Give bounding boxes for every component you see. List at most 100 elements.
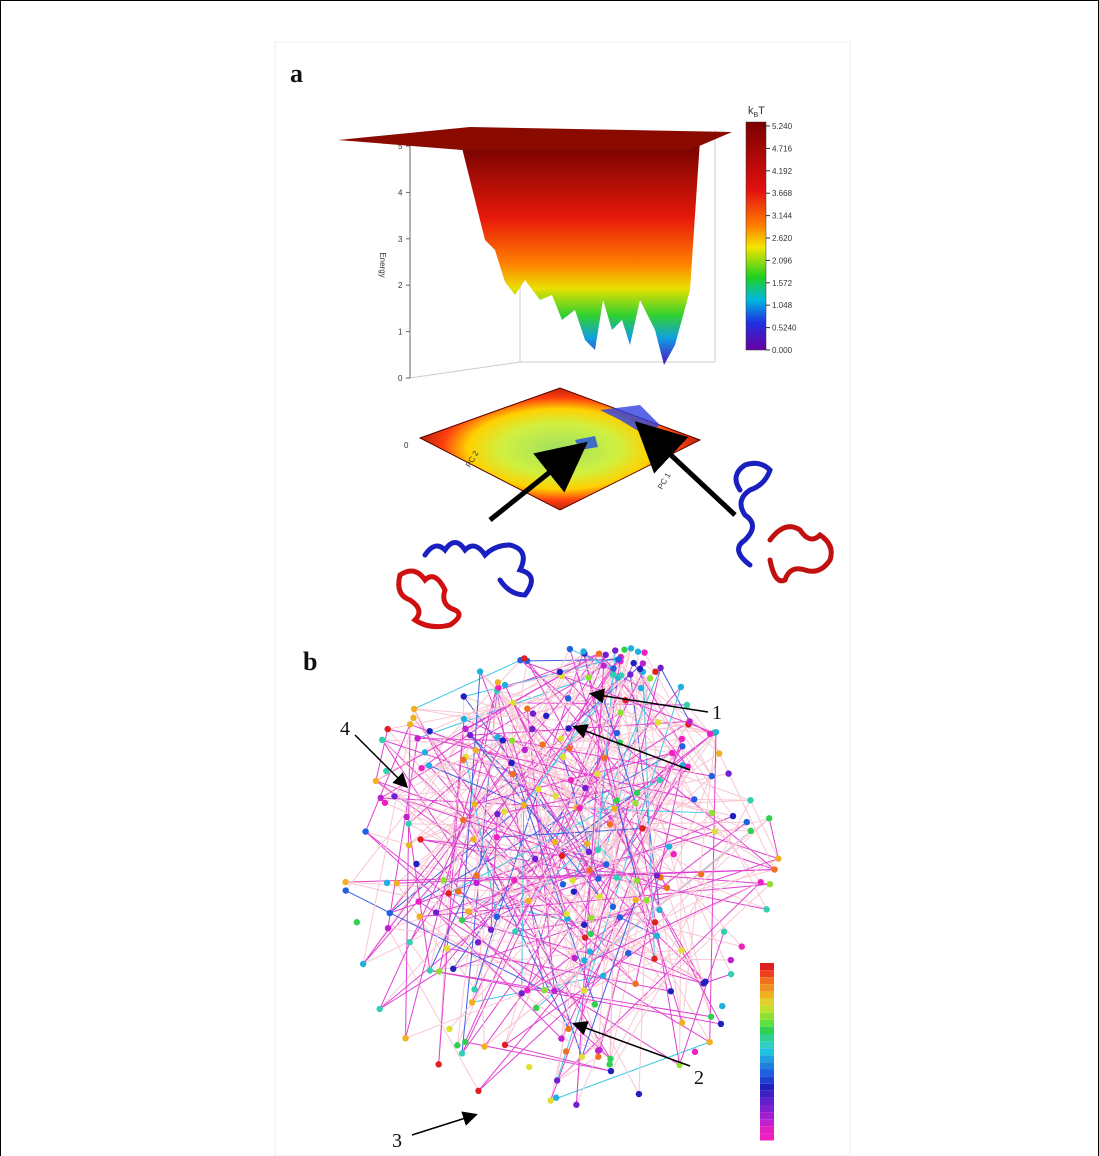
node [630,659,637,667]
node [627,671,634,678]
edge [583,653,661,781]
edge [375,728,389,781]
node [580,921,588,928]
colorbar-segment [760,991,774,999]
node [670,850,677,858]
node [580,648,587,655]
edge [681,732,717,1023]
arrow [354,734,409,789]
edge [408,654,607,846]
node [501,1041,509,1049]
colorbar-segment [760,1034,774,1042]
edge [750,800,779,859]
edge [476,675,562,876]
edge [345,684,506,891]
edge [463,656,621,697]
node [540,987,548,994]
colorbar-segment [760,1026,774,1034]
node [552,792,559,800]
edge [413,657,525,710]
node [706,1038,713,1046]
node [425,762,433,769]
node [406,939,413,946]
node [473,879,480,887]
tick-label: 4 [398,188,403,197]
node [651,955,658,962]
node [381,799,389,806]
colorbar-segment [760,1076,774,1084]
edge [420,838,563,857]
node [635,1090,643,1098]
node [474,939,482,946]
edge [381,739,591,952]
edge [638,900,647,1095]
edge [474,880,515,990]
node [413,860,420,868]
node [446,1025,453,1033]
edge [468,779,661,912]
edge [456,687,499,1046]
edge [408,823,431,971]
node [462,725,469,733]
node [384,725,391,733]
node [715,750,723,757]
node [460,756,467,764]
node [567,776,575,784]
edge [597,650,616,850]
node [712,728,720,736]
edge [381,739,477,884]
edge [504,1044,612,1072]
node [719,1002,726,1010]
node [450,965,457,972]
colorbar-segment [760,1048,774,1056]
colorbar-segment [760,1119,774,1127]
node [595,875,602,882]
edge [709,733,776,870]
node [581,934,589,941]
node [416,913,423,920]
node [586,867,593,874]
edge [345,890,545,991]
node [383,767,390,775]
edge [448,779,661,894]
edge [464,900,530,1043]
node [720,928,728,935]
node [616,914,624,921]
node [566,745,573,752]
node [378,736,386,744]
edge [429,969,712,1018]
node [342,887,349,894]
colorbar-title: kBT [748,105,765,119]
edge [462,819,611,1060]
node [460,715,468,723]
edge [468,863,607,912]
edge [597,899,637,1051]
node [543,712,550,720]
edge [387,927,479,1092]
edge [617,677,659,723]
node [613,797,620,804]
node [609,903,617,910]
node [509,699,517,706]
node [458,917,466,924]
node [547,1097,554,1104]
node [683,701,691,709]
node [405,841,413,849]
node [656,906,663,914]
node [501,808,508,815]
node [603,861,610,868]
edge [497,687,599,879]
node [426,727,433,735]
node [613,874,620,881]
edge [387,677,651,730]
edge [413,717,636,985]
node [421,749,429,756]
edge [591,869,775,919]
edge [610,950,683,1072]
edge [689,720,711,735]
edge [556,686,682,1081]
node [632,799,639,807]
node [585,674,592,681]
edge [589,869,770,885]
